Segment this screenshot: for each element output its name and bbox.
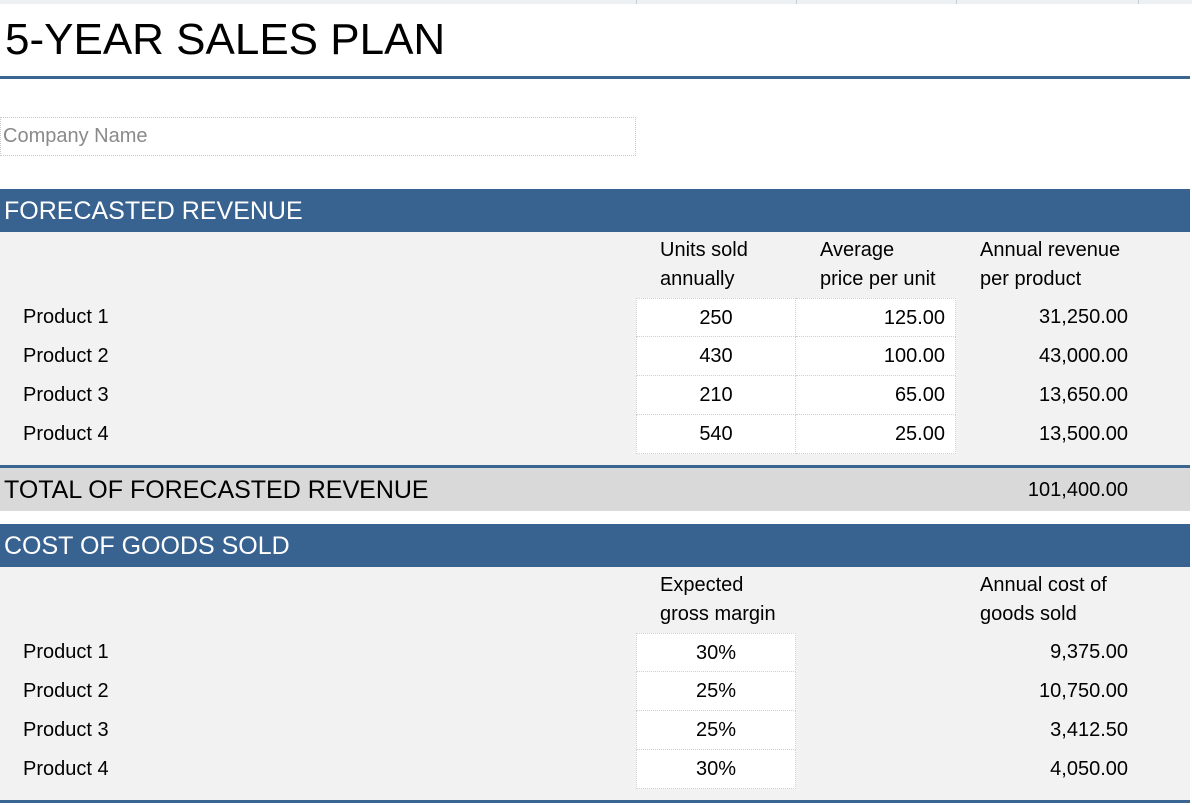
total-revenue-bar [0,468,1190,511]
annual-cost-value[interactable]: 4,050.00 [1050,758,1128,780]
annual-cost-header-line2[interactable]: goods sold [980,603,1077,625]
annual-revenue-value[interactable]: 13,500.00 [1039,423,1128,445]
annual-revenue-header-line2[interactable]: per product [980,268,1082,290]
revenue-row-label[interactable]: Product 1 [23,306,109,328]
revenue-row-label[interactable]: Product 3 [23,384,109,406]
company-name-field[interactable]: Company Name [0,117,636,156]
total-top-border [0,465,1190,468]
annual-revenue-header-line1[interactable]: Annual revenue [980,239,1121,261]
cogs-row-label[interactable]: Product 2 [23,680,109,702]
units-sold-input[interactable]: 250 [636,298,796,337]
annual-cost-value[interactable]: 9,375.00 [1050,641,1128,663]
cogs-row-label[interactable]: Product 1 [23,641,109,663]
forecasted-revenue-header[interactable]: FORECASTED REVENUE [0,189,1190,232]
sheet-title[interactable]: 5-YEAR SALES PLAN [5,15,446,64]
gross-margin-input[interactable]: 30% [636,750,796,789]
average-price-input[interactable]: 65.00 [796,376,956,415]
annual-revenue-value[interactable]: 13,650.00 [1039,384,1128,406]
annual-cost-header-line1[interactable]: Annual cost of [980,574,1107,596]
annual-cost-value[interactable]: 3,412.50 [1050,719,1128,741]
gross-margin-header-line2[interactable]: gross margin [660,603,776,625]
average-price-input[interactable]: 100.00 [796,337,956,376]
units-sold-header-line2[interactable]: annually [660,268,735,290]
column-gridlines [0,0,1192,4]
annual-cost-value[interactable]: 10,750.00 [1039,680,1128,702]
average-price-header-line2[interactable]: price per unit [820,268,936,290]
units-sold-input[interactable]: 430 [636,337,796,376]
annual-revenue-value[interactable]: 43,000.00 [1039,345,1128,367]
annual-revenue-value[interactable]: 31,250.00 [1039,306,1128,328]
revenue-row-label[interactable]: Product 2 [23,345,109,367]
forecasted-revenue-section [0,232,1190,465]
revenue-row-label[interactable]: Product 4 [23,423,109,445]
title-underline [0,76,1190,79]
total-revenue-value[interactable]: 101,400.00 [1027,479,1128,501]
average-price-input[interactable]: 125.00 [796,298,956,337]
cogs-bottom-border [0,800,1190,803]
gross-margin-input[interactable]: 25% [636,672,796,711]
gross-margin-input[interactable]: 30% [636,633,796,672]
units-sold-input[interactable]: 540 [636,415,796,454]
units-sold-header-line1[interactable]: Units sold [660,239,748,261]
gross-margin-header-line1[interactable]: Expected [660,574,744,596]
average-price-header-line1[interactable]: Average [820,239,895,261]
cogs-row-label[interactable]: Product 4 [23,758,109,780]
average-price-input[interactable]: 25.00 [796,415,956,454]
cogs-row-label[interactable]: Product 3 [23,719,109,741]
cost-of-goods-sold-section [0,567,1190,800]
units-sold-input[interactable]: 210 [636,376,796,415]
cost-of-goods-sold-header[interactable]: COST OF GOODS SOLD [0,524,1190,567]
total-revenue-label[interactable]: TOTAL OF FORECASTED REVENUE [4,476,429,504]
gross-margin-input[interactable]: 25% [636,711,796,750]
